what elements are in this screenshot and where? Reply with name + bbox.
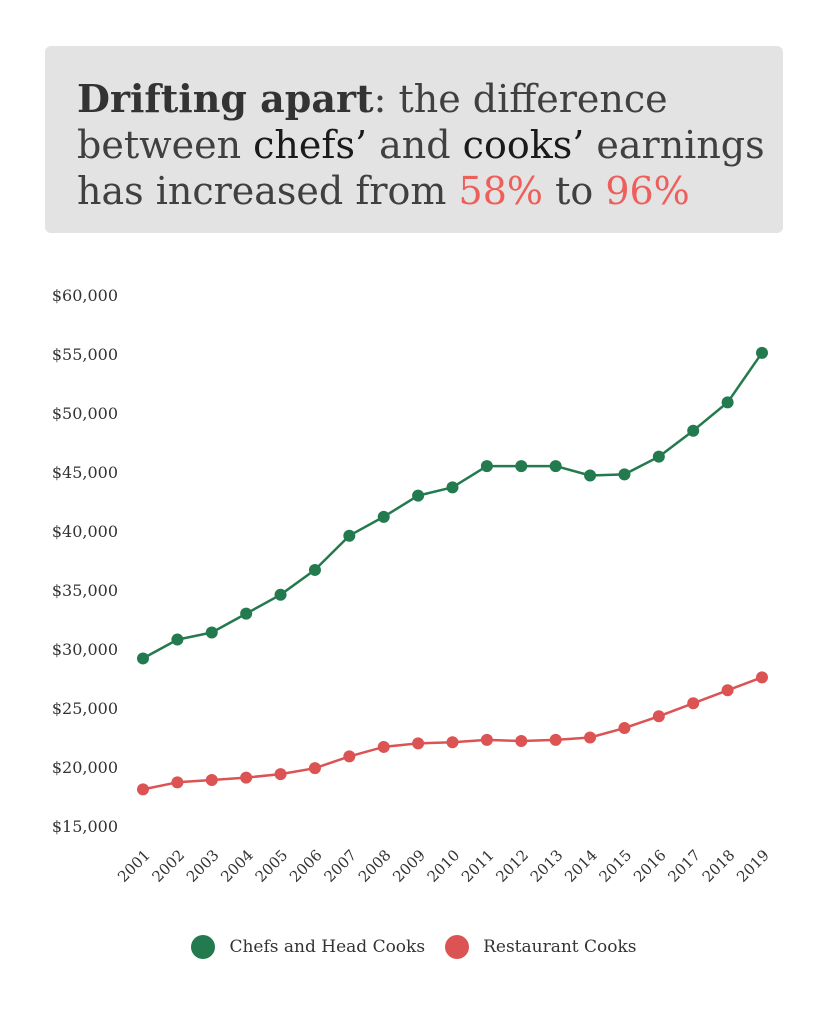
data-point-chefs	[549, 460, 562, 473]
y-tick-label: $15,000	[52, 817, 118, 836]
data-point-chefs	[171, 633, 184, 646]
title-part3: earnings has increased from	[77, 123, 765, 213]
title-pct-start: 58%	[458, 169, 544, 213]
data-point-cooks	[343, 750, 356, 763]
data-point-cooks	[412, 737, 425, 750]
y-tick-label: $60,000	[52, 286, 118, 305]
data-point-chefs	[308, 563, 321, 576]
data-point-cooks	[584, 731, 597, 744]
data-point-cooks	[308, 762, 321, 775]
legend-marker-cooks	[445, 935, 470, 959]
x-tick-label: 2012	[492, 846, 532, 886]
x-tick-label: 2006	[286, 846, 326, 886]
data-point-cooks	[687, 697, 700, 710]
data-point-cooks	[137, 783, 149, 796]
y-tick-label: $25,000	[52, 699, 118, 718]
title-box: Drifting apart: the difference between c…	[45, 46, 783, 233]
x-tick-label: 2004	[217, 846, 257, 886]
data-point-cooks	[171, 776, 184, 789]
x-tick-label: 2010	[424, 846, 464, 886]
title-part2: and	[367, 123, 463, 167]
legend-label-cooks: Restaurant Cooks	[483, 937, 637, 957]
x-tick-label: 2018	[699, 846, 739, 886]
title-cooks: cooks’	[462, 123, 585, 167]
legend-label-chefs: Chefs and Head Cooks	[229, 937, 426, 957]
data-point-chefs	[721, 396, 734, 409]
title-part4: to	[543, 169, 606, 213]
x-tick-label: 2005	[252, 846, 292, 886]
series-layer	[137, 346, 768, 796]
x-tick-label: 2017	[664, 846, 704, 886]
x-axis: 2001200220032004200520062007200820092010…	[114, 846, 773, 886]
data-point-cooks	[618, 722, 631, 735]
title-pct-end: 96%	[605, 169, 690, 213]
y-tick-label: $30,000	[52, 640, 118, 659]
data-point-chefs	[480, 460, 493, 473]
chart-title: Drifting apart: the difference between c…	[77, 76, 767, 214]
data-point-chefs	[412, 489, 425, 502]
y-tick-label: $20,000	[52, 758, 118, 777]
data-point-chefs	[274, 588, 287, 601]
data-point-cooks	[652, 710, 665, 723]
title-lead: Drifting apart	[77, 76, 374, 121]
data-point-cooks	[515, 735, 528, 748]
data-point-chefs	[343, 529, 356, 542]
x-tick-label: 2003	[183, 846, 223, 886]
data-point-cooks	[446, 736, 459, 749]
legend: Chefs and Head Cooks Restaurant Cooks	[0, 935, 828, 959]
data-point-chefs	[446, 481, 459, 494]
y-axis: $60,000 $55,000 $50,000 $45,000 $40,000 $35,0…	[52, 286, 118, 836]
data-point-chefs	[137, 652, 149, 665]
line-chart: $60,000 $55,000 $50,000 $45,000 $40,000 $35,0…	[52, 286, 773, 886]
x-tick-label: 2019	[733, 846, 773, 886]
legend-marker-chefs	[191, 935, 216, 959]
data-point-cooks	[721, 684, 734, 697]
data-point-cooks	[240, 771, 253, 784]
x-tick-label: 2008	[355, 846, 395, 886]
y-tick-label: $40,000	[52, 522, 118, 541]
y-tick-label: $50,000	[52, 404, 118, 423]
data-point-chefs	[515, 460, 528, 473]
data-point-chefs	[652, 450, 665, 463]
data-point-chefs	[240, 607, 253, 620]
x-tick-label: 2007	[320, 846, 360, 886]
data-point-chefs	[377, 510, 390, 523]
title-part1: : the difference between	[77, 77, 668, 167]
title-chefs: chefs’	[253, 123, 368, 167]
y-tick-label: $35,000	[52, 581, 118, 600]
data-point-chefs	[205, 626, 218, 639]
data-point-cooks	[549, 733, 562, 746]
y-tick-label: $45,000	[52, 463, 118, 482]
data-point-chefs	[756, 346, 768, 359]
series-line-cooks	[142, 676, 763, 791]
x-tick-label: 2001	[114, 846, 154, 886]
x-tick-label: 2014	[561, 846, 601, 886]
data-point-chefs	[687, 424, 700, 437]
x-tick-label: 2013	[527, 846, 567, 886]
data-point-cooks	[274, 768, 287, 781]
legend-item-cooks: Restaurant Cooks	[445, 935, 637, 959]
legend-item-chefs: Chefs and Head Cooks	[191, 935, 425, 959]
x-tick-label: 2015	[596, 846, 636, 886]
x-tick-label: 2002	[148, 846, 188, 886]
x-tick-label: 2009	[389, 846, 429, 886]
data-point-cooks	[205, 773, 218, 786]
x-tick-label: 2016	[630, 846, 670, 886]
data-point-chefs	[584, 469, 597, 482]
data-point-cooks	[377, 740, 390, 753]
data-point-cooks	[480, 733, 493, 746]
data-point-cooks	[756, 671, 768, 684]
x-tick-label: 2011	[458, 846, 498, 886]
data-point-chefs	[618, 468, 631, 481]
series-line-chefs	[142, 352, 764, 660]
y-tick-label: $55,000	[52, 345, 118, 364]
